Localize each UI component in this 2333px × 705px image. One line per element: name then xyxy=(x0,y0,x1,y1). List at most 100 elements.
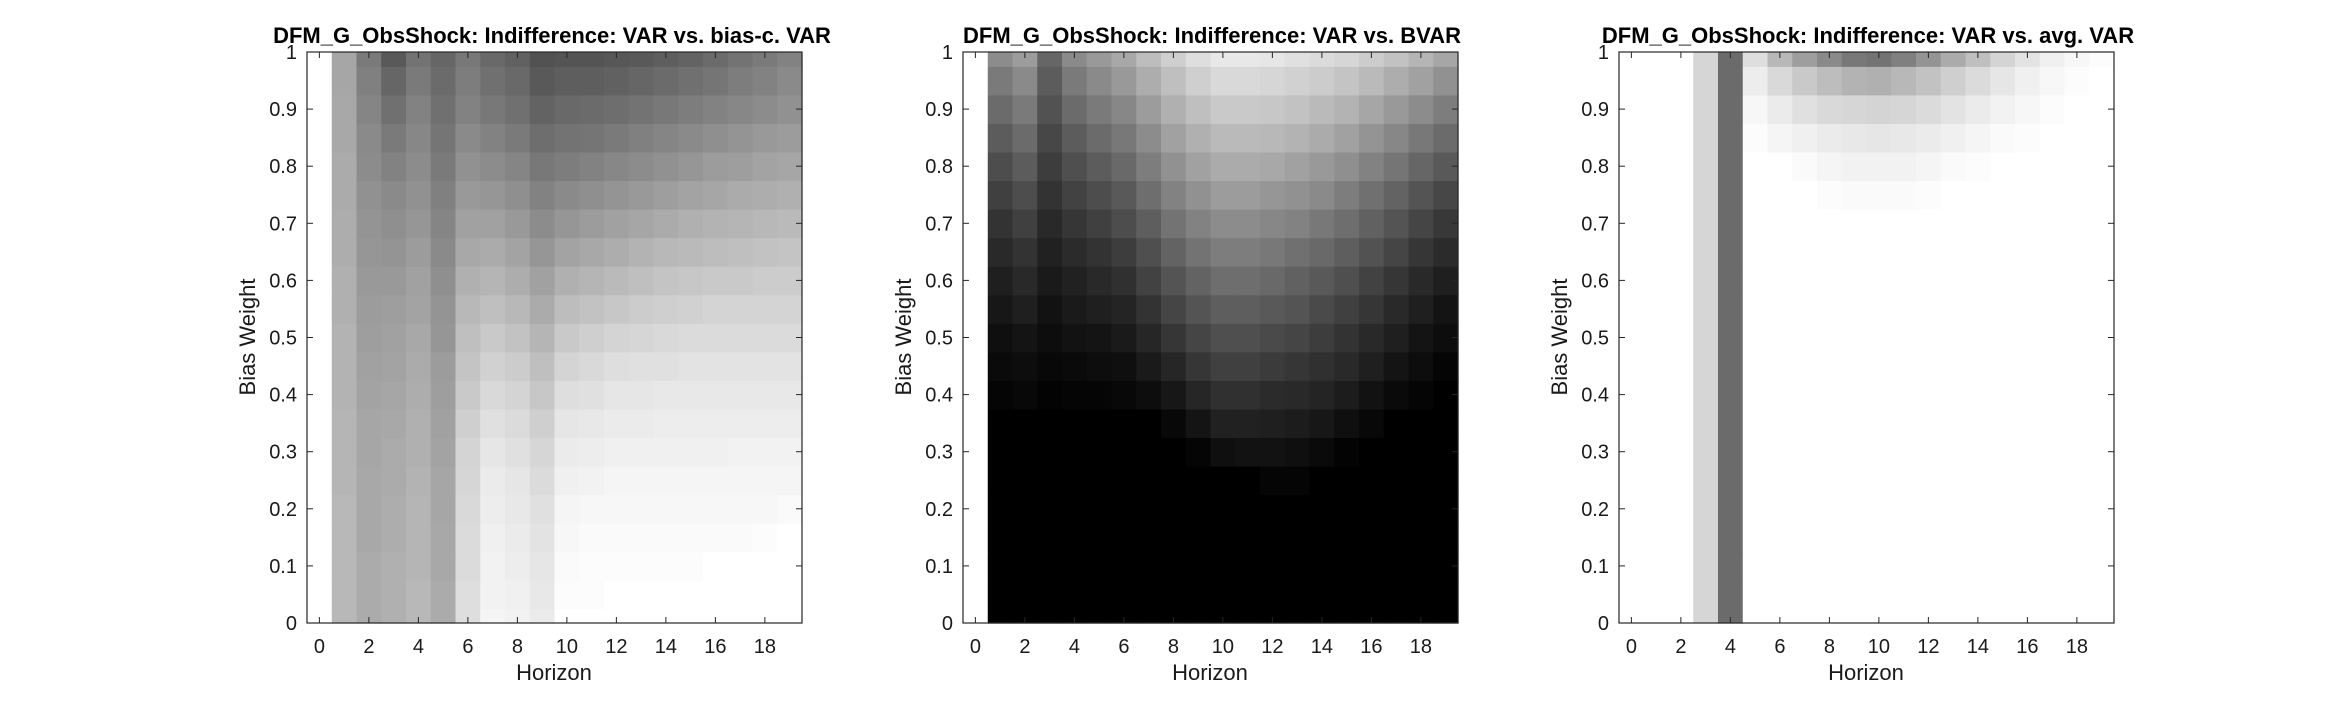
heatmap-cell xyxy=(1891,465,1917,496)
heatmap-cell xyxy=(554,209,580,239)
heatmap-cell xyxy=(1916,151,1942,182)
heatmap-cell xyxy=(1792,408,1818,439)
heatmap-cell xyxy=(1866,351,1892,381)
heatmap-cell xyxy=(653,266,679,296)
heatmap-cell xyxy=(1284,180,1311,210)
heatmap-cell xyxy=(1990,209,2016,239)
heatmap-cell xyxy=(480,209,506,239)
heatmap-cell xyxy=(579,523,605,553)
heatmap-cell xyxy=(2039,266,2066,296)
heatmap-cell xyxy=(1359,266,1385,296)
heatmap-cell xyxy=(1111,123,1137,153)
heatmap-cell xyxy=(1210,351,1236,381)
heatmap-cell xyxy=(505,123,531,153)
heatmap-cell xyxy=(1767,323,1793,353)
heatmap-cell xyxy=(579,551,605,581)
heatmap-cell xyxy=(529,608,556,624)
heatmap-cell xyxy=(752,608,778,624)
heatmap-cell xyxy=(1185,608,1212,624)
heatmap-cell xyxy=(987,323,1014,353)
heatmap-cell xyxy=(1334,323,1360,353)
heatmap-cell xyxy=(1841,294,1868,324)
heatmap-cell xyxy=(1012,266,1038,296)
heatmap-cell xyxy=(430,209,457,239)
heatmap-cell xyxy=(1866,523,1892,553)
heatmap-cell xyxy=(1668,437,1694,467)
heatmap-cell xyxy=(1260,151,1286,182)
heatmap-cell xyxy=(1012,465,1038,496)
heatmap-cell xyxy=(1408,608,1434,624)
y-tick-label: 0.8 xyxy=(925,156,953,178)
heatmap-cell xyxy=(1916,465,1942,496)
heatmap-cell xyxy=(1012,151,1038,182)
heatmap-cell xyxy=(554,551,580,581)
heatmap-cell xyxy=(1408,237,1434,267)
heatmap-cell xyxy=(777,52,803,67)
heatmap-cell xyxy=(1012,294,1038,324)
heatmap-cell xyxy=(1866,66,1892,96)
heatmap-cell xyxy=(1792,351,1818,381)
heatmap-cell xyxy=(727,580,754,610)
heatmap-cell xyxy=(1767,180,1793,210)
heatmap-cell xyxy=(529,123,556,153)
x-tick-label: 14 xyxy=(655,636,677,658)
heatmap-cell xyxy=(505,408,531,439)
heatmap-cell xyxy=(430,94,457,124)
heatmap-cell xyxy=(1940,494,1967,524)
heatmap-cell xyxy=(1742,180,1769,210)
heatmap-cell xyxy=(1817,465,1843,496)
heatmap-cell xyxy=(1185,351,1212,381)
heatmap-cell xyxy=(1718,408,1744,439)
heatmap-cell xyxy=(406,608,432,624)
heatmap-cell xyxy=(1433,351,1459,381)
heatmap-cell xyxy=(356,608,382,624)
heatmap-cell xyxy=(727,551,754,581)
heatmap-cell xyxy=(1334,523,1360,553)
heatmap-cell xyxy=(2064,351,2090,381)
heatmap-cell xyxy=(1619,523,1645,553)
heatmap-cell xyxy=(777,465,803,496)
heatmap-cell xyxy=(331,580,358,610)
heatmap-cell xyxy=(653,323,679,353)
heatmap-cell xyxy=(2064,408,2090,439)
heatmap-cell xyxy=(1037,180,1063,210)
heatmap-cell xyxy=(1792,580,1818,610)
heatmap-cell xyxy=(1866,465,1892,496)
heatmap-cell xyxy=(356,408,382,439)
heatmap-cell xyxy=(628,380,655,410)
heatmap-cell xyxy=(1136,494,1162,524)
heatmap-cell xyxy=(1742,580,1769,610)
heatmap-cell xyxy=(331,494,358,524)
heatmap-cell xyxy=(1643,551,1670,581)
heatmap-cell xyxy=(1742,266,1769,296)
heatmap-cell xyxy=(1062,380,1088,410)
heatmap-cell xyxy=(1037,237,1063,267)
heatmap-cell xyxy=(628,465,655,496)
heatmap-cell xyxy=(1136,151,1162,182)
heatmap-cell xyxy=(2064,180,2090,210)
heatmap-cell xyxy=(1062,465,1088,496)
x-tick-label: 12 xyxy=(1917,636,1939,658)
heatmap-cell xyxy=(604,123,630,153)
heatmap-cell xyxy=(505,580,531,610)
heatmap-cell xyxy=(1940,323,1967,353)
heatmap-cell xyxy=(1433,123,1459,153)
heatmap-cell xyxy=(1965,551,1991,581)
heatmap-cell xyxy=(480,52,506,67)
heatmap-cell xyxy=(430,123,457,153)
heatmap-cell xyxy=(505,437,531,467)
heatmap-cell xyxy=(1086,323,1113,353)
heatmap-cell xyxy=(1086,52,1113,67)
heatmap-cell xyxy=(1792,151,1818,182)
heatmap-cell xyxy=(1284,52,1311,67)
x-tick-label: 18 xyxy=(1410,636,1432,658)
heatmap-cell xyxy=(604,465,630,496)
heatmap-cell xyxy=(777,351,803,381)
heatmap-cell xyxy=(455,123,481,153)
heatmap-cell xyxy=(455,323,481,353)
heatmap-cell xyxy=(1012,408,1038,439)
heatmap-cell xyxy=(1668,465,1694,496)
heatmap-cell xyxy=(1086,266,1113,296)
heatmap-cell xyxy=(529,66,556,96)
heatmap-cell xyxy=(752,151,778,182)
